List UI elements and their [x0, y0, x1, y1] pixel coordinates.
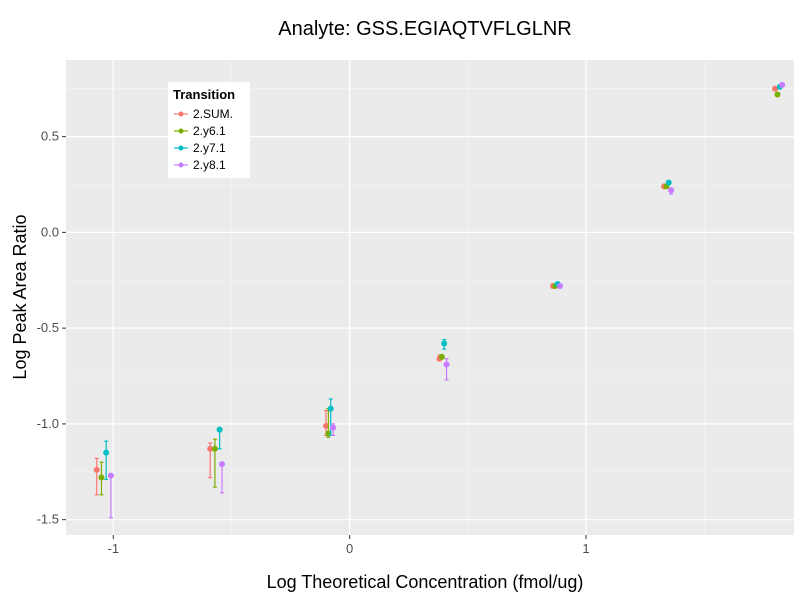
data-point	[668, 187, 675, 194]
legend-title: Transition	[173, 87, 235, 102]
data-point	[665, 179, 672, 186]
data-point	[443, 361, 450, 368]
x-axis-title: Log Theoretical Concentration (fmol/ug)	[267, 572, 584, 592]
data-point	[207, 445, 214, 452]
y-tick-label: 0.5	[41, 129, 59, 144]
legend-key-point	[178, 145, 184, 151]
data-point	[323, 422, 329, 429]
legend-items: 2.SUM. 2.y6.1 2.y7.1 2.y8.1	[174, 107, 233, 172]
legend-key-point	[178, 111, 184, 117]
data-point	[557, 283, 563, 290]
legend: Transition 2.SUM. 2.y6.1 2.y7.1 2.y8.1	[168, 82, 250, 178]
data-point	[107, 472, 114, 479]
data-point	[219, 461, 225, 468]
data-point	[330, 424, 337, 431]
chart-title: Analyte: GSS.EGIAQTVFLGLNR	[278, 18, 571, 40]
data-point	[327, 405, 334, 412]
x-tick-label: -1	[107, 541, 119, 556]
data-point	[438, 353, 445, 360]
legend-label: 2.y8.1	[193, 158, 226, 172]
legend-label: 2.y6.1	[193, 124, 226, 138]
data-point	[93, 466, 100, 473]
y-tick-label: 0.0	[41, 224, 59, 239]
y-tick-label: -0.5	[37, 320, 59, 335]
data-marks	[93, 81, 786, 519]
legend-key-point	[178, 128, 184, 134]
data-point	[774, 91, 781, 98]
data-point	[772, 85, 779, 92]
x-tick-label: 0	[346, 541, 353, 556]
x-tick-label: 1	[582, 541, 589, 556]
x-axis-ticks: -1 0 1	[107, 535, 590, 556]
data-point	[98, 474, 105, 481]
y-tick-label: -1.5	[37, 512, 59, 527]
y-tick-label: -1.0	[37, 416, 59, 431]
y-axis-title: Log Peak Area Ratio	[10, 214, 30, 379]
legend-label: 2.y7.1	[193, 141, 226, 155]
data-point	[216, 426, 223, 433]
data-point	[441, 340, 448, 347]
legend-key-point	[178, 162, 184, 168]
data-point	[103, 449, 110, 456]
legend-label: 2.SUM.	[193, 107, 233, 121]
data-point	[779, 81, 786, 88]
data-point	[211, 445, 218, 452]
y-axis-ticks: -1.5 -1.0 -0.5 0.0 0.5	[37, 129, 66, 527]
